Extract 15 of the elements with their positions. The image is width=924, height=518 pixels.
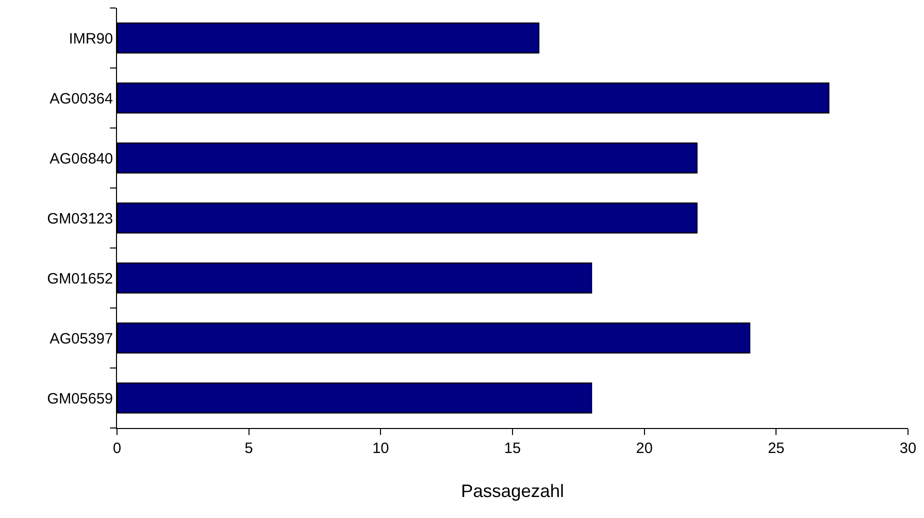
x-tick-label: 0	[112, 440, 122, 457]
x-tick-label: 5	[244, 440, 253, 457]
x-axis-title: Passagezahl	[460, 481, 564, 502]
y-tick-label: AG05397	[50, 330, 113, 348]
y-tick-label: GM05659	[47, 390, 113, 408]
x-tick-label: 20	[636, 440, 653, 457]
y-tick-label: AG00364	[50, 90, 113, 108]
y-tick-label: GM03123	[47, 210, 113, 228]
x-tick-label: 10	[372, 440, 390, 457]
x-tick-label: 25	[768, 440, 785, 457]
y-tick-label: IMR90	[68, 30, 113, 48]
y-tick-label: AG06840	[50, 150, 113, 168]
y-tick-label: GM01652	[47, 270, 113, 288]
x-tick-label: 30	[900, 440, 916, 457]
x-tick-label: 15	[504, 440, 521, 457]
